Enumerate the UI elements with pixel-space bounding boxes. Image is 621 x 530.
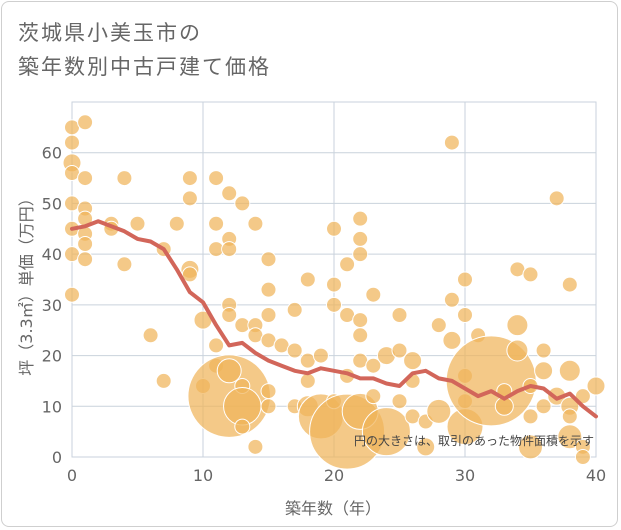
data-bubble — [557, 424, 583, 450]
data-bubble — [234, 195, 251, 212]
y-tick-label: 50 — [42, 194, 62, 213]
data-bubble — [260, 307, 277, 323]
data-bubble — [64, 286, 80, 303]
data-bubble — [155, 372, 172, 389]
data-bubble — [77, 251, 94, 268]
data-bubble — [260, 383, 277, 400]
data-bubble — [260, 251, 277, 268]
data-bubble — [116, 256, 133, 273]
data-bubble — [443, 134, 460, 151]
data-bubble — [457, 307, 473, 323]
data-bubble — [558, 359, 581, 382]
data-bubble — [260, 398, 277, 415]
data-bubble — [77, 170, 94, 187]
trend-layer — [70, 219, 598, 419]
data-bubble — [326, 220, 342, 237]
data-bubble — [326, 296, 342, 313]
chart-title: 茨城県小美玉市の 築年数別中古戸建て価格 — [18, 16, 271, 84]
data-bubble — [352, 327, 369, 344]
data-bubble — [430, 317, 447, 334]
x-tick-label: 20 — [324, 466, 344, 485]
data-bubble — [221, 307, 238, 323]
data-bubble — [506, 339, 529, 362]
y-axis-title: 坪（3.3㎡）単価（万円） — [17, 190, 36, 375]
size-note: 円の大きさは、取引のあった物件面積を示す — [354, 433, 594, 448]
title-line-2: 築年数別中古戸建て価格 — [18, 55, 271, 79]
y-tick-label: 60 — [42, 144, 62, 163]
data-bubble — [365, 357, 382, 374]
data-bubble — [535, 398, 552, 415]
tick-labels: 0 10 20 30 40 50 60 0 10 20 30 40 — [42, 144, 607, 485]
trend-line — [70, 219, 598, 419]
data-bubble — [506, 314, 529, 337]
data-bubble — [365, 388, 382, 405]
data-bubble — [129, 215, 146, 232]
y-tick-label: 40 — [42, 245, 62, 264]
y-tick-label: 30 — [42, 296, 62, 315]
data-bubble — [286, 301, 303, 318]
data-bubble — [234, 418, 251, 435]
x-tick-label: 0 — [67, 466, 77, 485]
data-bubble — [208, 170, 225, 187]
x-axis-title: 築年数（年） — [285, 499, 381, 518]
data-bubble — [391, 307, 408, 323]
data-bubble — [352, 210, 369, 227]
title-line-1: 茨城県小美玉市の — [18, 21, 202, 45]
data-bubble — [116, 170, 133, 187]
data-bubble — [365, 286, 382, 303]
data-bubble — [426, 398, 452, 424]
data-bubble — [522, 408, 539, 425]
data-bubble — [221, 241, 238, 258]
data-bubble — [260, 281, 277, 298]
data-bubble — [247, 215, 264, 232]
data-bubble — [221, 185, 238, 202]
data-bubble — [391, 393, 408, 410]
data-bubble — [534, 361, 554, 381]
x-tick-label: 30 — [455, 466, 475, 485]
data-bubble — [208, 215, 225, 232]
data-bubble — [142, 327, 159, 344]
data-bubble — [247, 438, 264, 455]
data-bubble — [457, 271, 473, 288]
data-bubble — [443, 291, 460, 308]
x-tick-label: 40 — [586, 466, 606, 485]
data-bubble — [339, 256, 356, 273]
data-bubble — [522, 266, 539, 283]
data-bubble — [326, 276, 342, 293]
data-bubble — [561, 408, 578, 425]
data-bubble — [391, 342, 408, 359]
data-bubble — [352, 246, 369, 263]
data-bubble — [574, 449, 591, 465]
data-bubble — [77, 236, 94, 252]
data-bubble — [181, 190, 198, 207]
data-bubble — [352, 230, 369, 247]
bubble-layer — [62, 114, 606, 470]
x-tick-label: 10 — [193, 466, 213, 485]
data-bubble — [352, 312, 369, 329]
data-bubble — [535, 342, 552, 359]
data-bubble — [181, 266, 198, 283]
data-bubble — [416, 437, 436, 457]
data-bubble — [561, 276, 578, 293]
data-bubble — [64, 134, 80, 151]
y-tick-label: 0 — [52, 448, 62, 467]
data-bubble — [77, 114, 94, 131]
y-tick-label: 20 — [42, 347, 62, 366]
data-bubble — [586, 376, 606, 396]
data-bubble — [216, 358, 242, 384]
data-bubble — [403, 351, 423, 371]
data-bubble — [181, 170, 198, 187]
data-bubble — [312, 347, 329, 364]
data-bubble — [299, 372, 316, 389]
data-bubble — [548, 190, 565, 207]
data-bubble — [168, 215, 185, 232]
data-bubble — [208, 337, 225, 354]
data-bubble — [286, 342, 303, 359]
data-bubble — [361, 407, 411, 457]
data-bubble — [299, 271, 316, 288]
data-bubble — [442, 330, 462, 350]
y-tick-label: 10 — [42, 397, 62, 416]
data-bubble — [518, 434, 543, 460]
